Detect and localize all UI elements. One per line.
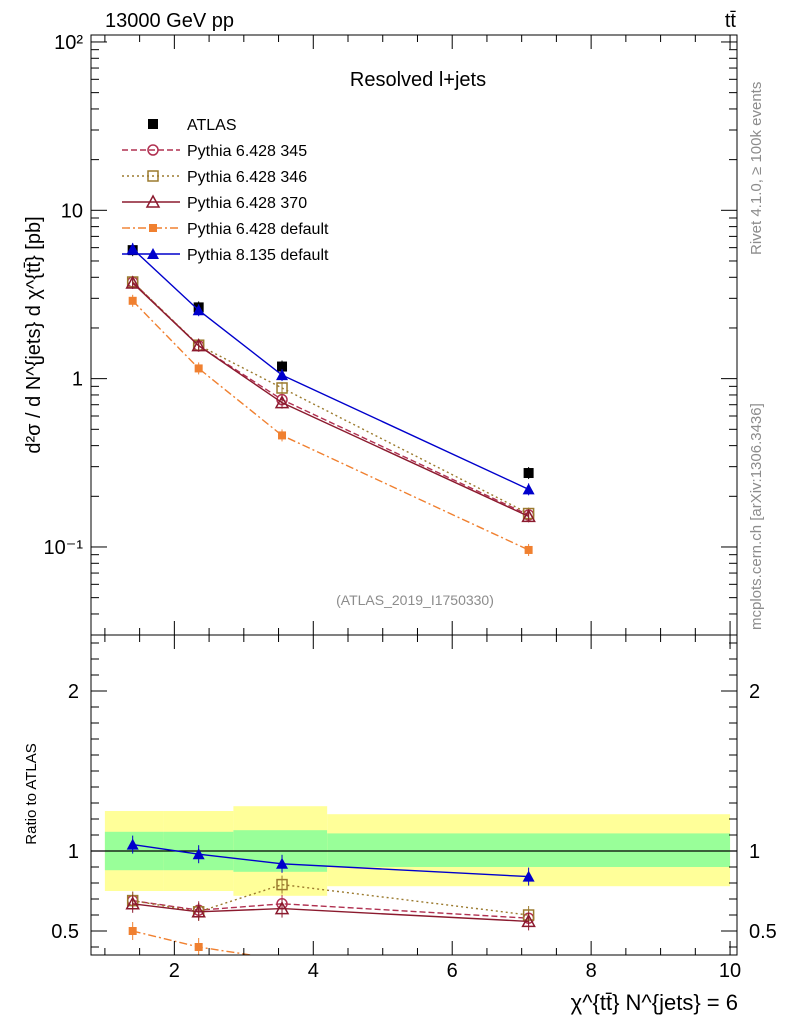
ratio-line: [132, 843, 529, 878]
y-tick-label: 10²: [54, 32, 83, 54]
data-point: [274, 395, 290, 409]
ratio-point: [522, 870, 535, 882]
main-axis-ticks: 10⁻¹ 1 10 10²: [44, 32, 737, 636]
ratio-point: [276, 857, 289, 869]
data-point: [125, 275, 140, 289]
inner-band: [327, 833, 731, 867]
x-tick-label: 10: [719, 960, 741, 982]
legend-entry: Pythia 6.428 370: [122, 194, 307, 212]
y-tick-label: 10⁻¹: [44, 537, 84, 559]
legend-marker: [147, 144, 159, 156]
series-line: [132, 300, 529, 551]
ratio-point: [126, 838, 139, 850]
ratio-plot-area: [125, 835, 536, 955]
legend-label: Pythia 6.428 345: [187, 143, 307, 160]
ratio-line: [132, 883, 529, 916]
legend-marker: [147, 170, 159, 182]
x-tick-label: 6: [447, 960, 458, 982]
source-label: mcplots.cern.ch [arXiv:1306.3436]: [748, 403, 765, 630]
data-point: [128, 296, 137, 305]
data-point: [126, 242, 139, 254]
series-atlas: [127, 244, 534, 480]
data-point: [276, 369, 289, 381]
ratio-point: [276, 878, 288, 891]
legend: ATLAS Pythia 6.428 345 Pythia 6.428 346 Pyt…: [122, 117, 329, 264]
legend-label: Pythia 6.428 346: [187, 169, 307, 186]
ratio-series-pythia-6-428-default: [128, 922, 256, 955]
legend-label: Pythia 8.135 default: [187, 247, 329, 264]
legend-marker: [147, 248, 159, 259]
ratio-series-pythia-6-428-370: [125, 894, 536, 931]
legend-entry: Pythia 6.428 345: [122, 143, 307, 160]
legend-entry: ATLAS: [148, 117, 237, 134]
data-point: [523, 468, 534, 479]
legend-label: Pythia 6.428 370: [187, 195, 307, 212]
ratio-point: [521, 913, 536, 928]
ratio-y-tick-label-right: 2: [749, 681, 760, 703]
data-point: [521, 508, 536, 523]
data-point: [194, 364, 203, 373]
series-pythia-8-135-default: [126, 242, 535, 496]
main-plot-area: [125, 242, 536, 556]
data-point: [522, 483, 535, 495]
ratio-ylabel: Ratio to ATLAS: [23, 743, 40, 844]
ratio-axis-ticks: 0.5 0.5 1 1 2 2 2 4 6 8 10: [51, 635, 777, 982]
ratio-point: [125, 896, 140, 910]
ratio-y-tick-label: 2: [68, 681, 79, 703]
x-axis-label: χ^{tt̄} N^{jets} = 6: [571, 990, 738, 1015]
data-point: [192, 304, 205, 316]
series-line: [132, 282, 529, 518]
ratio-series-pythia-8-135-default: [126, 835, 535, 886]
ratio-frame: [90, 634, 738, 956]
ratio-y-tick-label-right: 0.5: [749, 921, 777, 943]
ratio-y-tick-label: 1: [68, 841, 79, 863]
data-point: [191, 338, 206, 352]
main-panel: Resolved l+jets (ATLAS_2019_I1750330) d²…: [23, 32, 738, 636]
ratio-y-tick-label-right: 1: [749, 841, 760, 863]
series-line: [132, 248, 529, 490]
rivet-label: Rivet 4.1.0, ≥ 100k events: [748, 82, 765, 255]
y-tick-label: 10: [61, 200, 83, 222]
series-line: [132, 281, 529, 516]
data-point: [278, 431, 287, 440]
legend-label: Pythia 6.428 default: [187, 221, 329, 238]
legend-marker: [148, 119, 158, 129]
ratio-line: [132, 899, 529, 919]
particle-label: tt̄: [725, 10, 737, 32]
legend-label: ATLAS: [187, 117, 237, 134]
series-pythia-6-428-default: [128, 294, 533, 556]
process-label: 13000 GeV pp: [105, 10, 234, 32]
uncertainty-bands: [91, 806, 737, 896]
ratio-point: [128, 927, 137, 935]
data-point: [524, 545, 533, 554]
ratio-point: [274, 901, 290, 915]
x-tick-label: 4: [308, 960, 319, 982]
data-point: [276, 382, 288, 394]
ratio-point: [191, 904, 206, 918]
legend-marker: [149, 224, 157, 232]
y-tick-label: 1: [72, 369, 83, 391]
main-title: Resolved l+jets: [350, 69, 486, 91]
ratio-y-tick-label: 0.5: [51, 921, 79, 943]
ratio-panel: Ratio to ATLAS χ^{tt̄} N^{jets} = 6 0.5 0…: [23, 634, 777, 1015]
ratio-line: [132, 903, 529, 923]
data-point: [277, 361, 288, 372]
series-pythia-6-428-345: [126, 276, 535, 521]
legend-entry: Pythia 8.135 default: [122, 247, 329, 264]
ratio-line: [132, 930, 256, 955]
series-pythia-6-428-370: [125, 275, 536, 523]
legend-entry: Pythia 6.428 346: [122, 169, 307, 186]
x-tick-label: 2: [169, 960, 180, 982]
legend-entry: Pythia 6.428 default: [122, 221, 329, 238]
main-ylabel: d²σ / d N^{jets} d χ^{tt̄} [pb]: [23, 216, 45, 453]
x-tick-label: 8: [586, 960, 597, 982]
watermark: (ATLAS_2019_I1750330): [336, 592, 494, 608]
ratio-point: [194, 943, 203, 951]
ratio-point: [192, 848, 205, 860]
legend-marker: [145, 194, 161, 208]
